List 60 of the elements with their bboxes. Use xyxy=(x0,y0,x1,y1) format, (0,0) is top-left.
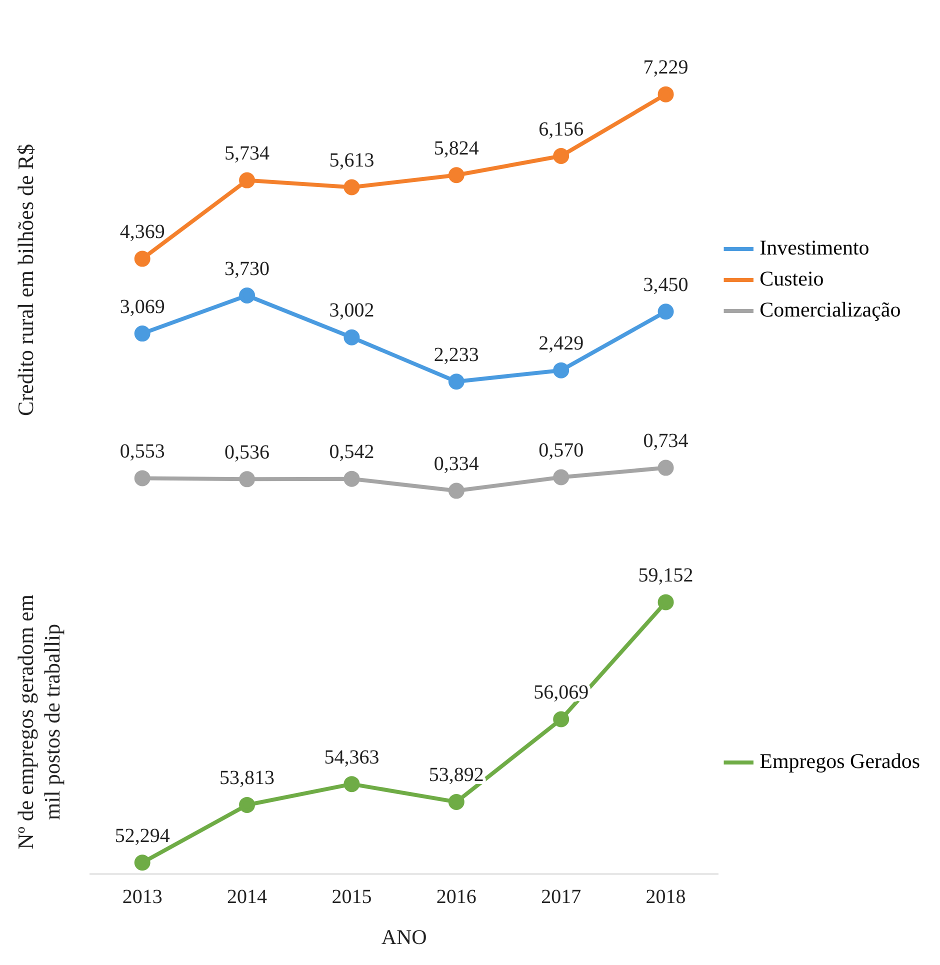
point xyxy=(553,469,570,486)
legend-label: Custeio xyxy=(760,266,824,291)
data-label: 54,363 xyxy=(324,746,380,768)
data-label: 3,069 xyxy=(120,296,165,318)
x-tick-label: 2017 xyxy=(541,886,582,908)
x-tick-label: 2016 xyxy=(436,886,476,908)
data-label: 3,450 xyxy=(643,274,688,296)
legend-label: Empregos Gerados xyxy=(760,749,920,774)
point xyxy=(448,167,464,184)
point xyxy=(448,482,464,499)
point xyxy=(239,288,256,304)
point xyxy=(553,362,570,378)
data-label: 53,892 xyxy=(428,764,484,786)
data-label: 5,734 xyxy=(224,142,270,165)
y-axis-title: Credito rural em bilhões de R$ xyxy=(12,144,38,416)
data-label: 52,294 xyxy=(114,824,170,847)
x-tick-label: 2018 xyxy=(646,886,686,908)
data-label: 2,429 xyxy=(538,332,584,355)
data-label: 4,369 xyxy=(120,221,165,244)
x-tick-label: 2013 xyxy=(122,886,162,908)
point xyxy=(553,148,570,164)
point xyxy=(239,796,256,813)
point xyxy=(658,86,674,102)
point xyxy=(344,776,360,792)
data-label: 0,570 xyxy=(538,439,584,462)
data-label: 5,613 xyxy=(329,150,374,172)
data-label: 0,734 xyxy=(643,430,688,452)
point xyxy=(553,711,570,728)
point xyxy=(134,326,150,342)
point xyxy=(344,470,360,487)
point xyxy=(134,250,150,267)
x-tick-label: 2015 xyxy=(332,886,372,908)
point xyxy=(344,329,360,346)
point xyxy=(344,179,360,196)
data-label: 0,553 xyxy=(120,440,165,462)
legend-label: Comercialização xyxy=(760,298,901,322)
data-label: 53,813 xyxy=(220,767,275,790)
point xyxy=(239,172,256,188)
data-label: 0,334 xyxy=(434,453,479,476)
legend-label: Investimento xyxy=(760,236,870,260)
x-tick-label: 2014 xyxy=(227,886,268,908)
point xyxy=(658,594,674,610)
point xyxy=(448,794,464,810)
data-label: 0,542 xyxy=(329,441,374,464)
data-label: 3,730 xyxy=(224,258,270,280)
data-label: 0,536 xyxy=(224,441,270,464)
point xyxy=(134,854,150,871)
data-label: 5,824 xyxy=(434,137,479,160)
data-label: 59,152 xyxy=(638,564,694,586)
point xyxy=(658,304,674,320)
data-label: 6,156 xyxy=(538,118,584,140)
point xyxy=(658,460,674,476)
data-label: 3,002 xyxy=(329,300,374,322)
point xyxy=(239,471,256,488)
data-label: 7,229 xyxy=(643,56,688,79)
point xyxy=(134,470,150,486)
data-label: 2,233 xyxy=(434,344,479,366)
x-axis-title: ANO xyxy=(381,924,427,949)
y-axis-title: Nº de empregos geradom em mil postos de traballip xyxy=(12,594,64,850)
point xyxy=(448,374,464,390)
